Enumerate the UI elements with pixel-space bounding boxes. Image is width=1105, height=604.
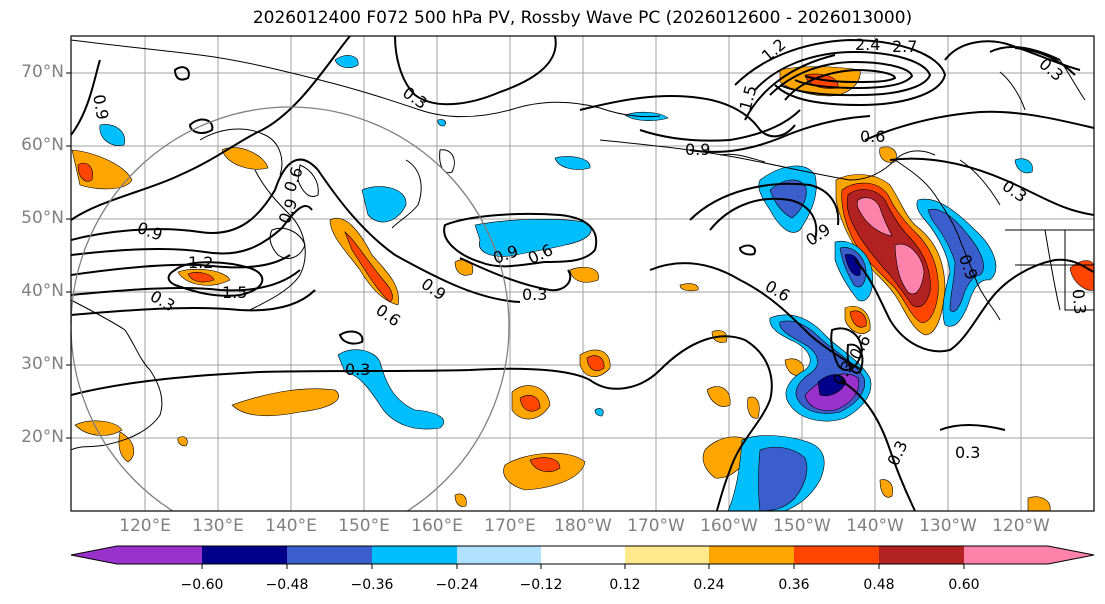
pv-contours: [71, 36, 1094, 511]
lon-label: 170°E: [484, 516, 536, 536]
lon-label: 140°W: [846, 516, 904, 536]
coastlines: [71, 39, 1094, 451]
lon-label: 170°W: [627, 516, 685, 536]
contour-label: 0.3: [399, 83, 431, 113]
contour-label: 0.9: [89, 93, 112, 121]
colorbar-tick-label: 0.24: [693, 577, 725, 593]
lon-label: 150°E: [338, 516, 390, 536]
contour-label: 0.3: [147, 286, 179, 315]
contour-label: 0.3: [522, 285, 547, 304]
colorbar-tick-label: −0.12: [519, 577, 563, 593]
contour-label: 0.9: [135, 218, 165, 245]
contour-label: 0.6: [372, 300, 404, 330]
contour-label: 0.3: [999, 176, 1031, 206]
contour-label: 2.4: [855, 35, 880, 54]
lon-label: 120°E: [119, 516, 171, 536]
contour-label: 0.3: [955, 443, 980, 462]
colorbar-tick-label: 0.48: [863, 577, 895, 593]
lon-label: 160°W: [700, 516, 758, 536]
colorbar: [70, 545, 1095, 569]
colorbar-tick-label: 0.36: [778, 577, 810, 593]
lon-label: 160°E: [411, 516, 463, 536]
lon-label: 150°W: [773, 516, 831, 536]
lat-label: 70°N: [21, 62, 64, 82]
lat-label: 20°N: [21, 427, 64, 447]
contour-label: 0.9: [802, 220, 834, 250]
contour-label: 1.5: [736, 83, 761, 113]
lon-label: 180°W: [554, 516, 612, 536]
colorbar-tick-label: −0.24: [435, 577, 479, 593]
contour-label: 0.9: [418, 274, 450, 304]
lat-label: 40°N: [21, 281, 64, 301]
lon-label: 130°W: [919, 516, 977, 536]
contour-label: 1.2: [188, 253, 213, 272]
colorbar-tick-label: −0.48: [265, 577, 309, 593]
colorbar-tick-label: 0.60: [948, 577, 980, 593]
lon-label: 120°W: [992, 516, 1050, 536]
lon-label: 130°E: [192, 516, 244, 536]
contour-label: 0.9: [275, 196, 302, 226]
contour-label: 0.3: [1069, 288, 1090, 315]
chart-title: 2026012400 F072 500 hPa PV, Rossby Wave …: [252, 8, 913, 28]
contour-label: 0.6: [762, 276, 794, 305]
lat-label: 30°N: [21, 354, 64, 374]
colorbar-extend-high: [1048, 546, 1094, 564]
contour-label: 0.3: [345, 360, 370, 379]
contour-label: 1.2: [758, 35, 790, 66]
contour-label: 0.3: [1035, 54, 1067, 85]
contour-label: 0.6: [860, 127, 885, 146]
colorbar-tick-label: −0.36: [350, 577, 394, 593]
contour-label: 2.7: [892, 37, 917, 56]
lat-label: 60°N: [21, 135, 64, 155]
colorbar-extend-low: [71, 546, 117, 564]
colorbar-tick-label: 0.12: [609, 577, 641, 593]
lat-label: 50°N: [21, 208, 64, 228]
colorbar-tick-label: −0.60: [180, 577, 224, 593]
contour-label: 1.5: [222, 283, 247, 302]
lon-label: 140°E: [265, 516, 317, 536]
map-frame: [70, 35, 1095, 512]
range-ring: [71, 106, 510, 511]
contour-label: 0.9: [685, 140, 710, 159]
